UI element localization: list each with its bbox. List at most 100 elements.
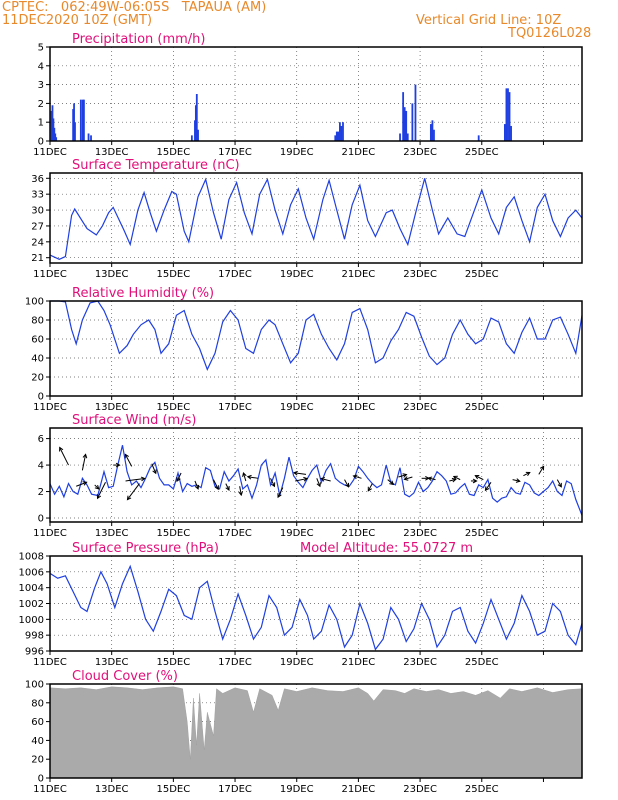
precip-bar — [334, 135, 337, 141]
y-tick-label: 3 — [38, 80, 44, 91]
y-tick-label: 100 — [25, 680, 44, 691]
wind-vector — [97, 482, 106, 499]
y-tick-label: 4 — [38, 61, 44, 72]
x-tick-label: 23DEC — [403, 402, 437, 413]
wind-vector-head — [225, 485, 230, 491]
x-tick-label: 17DEC — [218, 402, 252, 413]
y-tick-label: 1004 — [19, 583, 44, 594]
x-tick-label: 13DEC — [95, 147, 129, 158]
y-tick-label: 1 — [38, 118, 44, 129]
precip-bar — [90, 135, 92, 141]
press-subtitle: Model Altitude: 55.0727 m — [300, 541, 473, 556]
wind-title: Surface Wind (m/s) — [72, 413, 196, 428]
wind-vector-head — [320, 477, 326, 482]
wind-vector — [387, 479, 394, 485]
wind-vector — [404, 476, 413, 480]
precip-bar — [510, 125, 512, 141]
rh-title: Relative Humidity (%) — [72, 286, 214, 301]
y-tick-label: 21 — [31, 253, 44, 264]
wind-vector-head — [176, 476, 181, 482]
precip-bar — [53, 127, 56, 141]
wind-vector — [320, 478, 331, 482]
x-tick-label: 11DEC — [33, 657, 67, 668]
precip-bar — [340, 125, 343, 141]
x-tick-label: 17DEC — [218, 528, 252, 539]
x-tick-label: 25DEC — [465, 784, 499, 795]
y-tick-label: 0 — [38, 392, 44, 403]
precip-bar — [194, 120, 196, 141]
precip-title: Precipitation (mm/h) — [72, 32, 205, 47]
precip-bar — [335, 131, 338, 141]
wind-vector — [242, 472, 247, 482]
precip-bar — [342, 122, 344, 141]
wind-vector — [353, 475, 362, 479]
x-tick-label: 25DEC — [465, 269, 499, 280]
y-tick-label: 2 — [38, 99, 44, 110]
wind-vector — [239, 486, 242, 496]
y-tick-label: 2 — [38, 487, 44, 498]
wind-vector-head — [270, 482, 276, 488]
y-tick-label: 996 — [25, 647, 44, 658]
wind-vector — [475, 475, 484, 481]
x-tick-label: 25DEC — [465, 657, 499, 668]
y-tick-label: 1002 — [19, 599, 44, 610]
precip-bar — [477, 135, 480, 141]
x-tick-label: 13DEC — [95, 657, 129, 668]
x-tick-label: 17DEC — [218, 269, 252, 280]
y-tick-label: 60 — [31, 717, 44, 728]
wind-vector — [485, 481, 492, 491]
panel-frame — [49, 300, 583, 397]
y-tick-label: 36 — [31, 174, 44, 185]
wind-vector-head — [474, 474, 480, 480]
precip-bar — [81, 99, 84, 141]
wind-vector-head — [246, 474, 252, 480]
x-tick-label: 17DEC — [218, 784, 252, 795]
wind-vector — [293, 472, 307, 475]
wind-vector — [367, 483, 373, 492]
y-tick-label: 1006 — [19, 567, 44, 578]
wind-vector-head — [316, 482, 321, 488]
y-tick-label: 60 — [31, 335, 44, 346]
precip-bar — [339, 122, 341, 141]
x-tick-label: 19DEC — [280, 269, 314, 280]
wind-vector-head — [303, 476, 309, 482]
wind-vector-head — [472, 478, 478, 484]
x-tick-label: 23DEC — [403, 657, 437, 668]
panel-frame — [49, 683, 583, 779]
precip-bar — [429, 124, 432, 141]
precip-bar — [406, 133, 409, 141]
wind-vector-head — [452, 475, 458, 481]
x-tick-label: 19DEC — [280, 528, 314, 539]
x-tick-label: 15DEC — [156, 657, 190, 668]
precip-bar — [72, 109, 75, 141]
wind-vector-head — [352, 474, 358, 480]
precip-bar — [83, 99, 85, 141]
wind-vector-head — [94, 484, 100, 490]
y-tick-label: 6 — [38, 434, 44, 445]
precip-bar — [194, 105, 197, 141]
precip-bar — [195, 94, 198, 141]
y-tick-label: 80 — [31, 698, 44, 709]
y-tick-label: 20 — [31, 373, 44, 384]
x-tick-label: 21DEC — [342, 528, 376, 539]
wind-vector-head — [402, 473, 408, 478]
wind-vector-head — [525, 471, 531, 477]
wind-vector-head — [152, 469, 157, 475]
wind-vector — [247, 476, 259, 479]
precip-bar — [197, 129, 199, 141]
precip-bar — [411, 103, 414, 141]
precip-bar — [402, 92, 405, 141]
x-tick-label: 21DEC — [342, 784, 376, 795]
wind-vector — [556, 479, 562, 488]
precip-bar — [337, 131, 340, 141]
x-tick-label: 15DEC — [156, 269, 190, 280]
panel-frame — [49, 46, 583, 142]
wind-vector — [125, 478, 145, 482]
precip-bar — [74, 122, 76, 141]
wind-vector — [225, 483, 230, 491]
grid-note-header: Vertical Grid Line: 10Z — [416, 13, 562, 28]
wind-vector-head — [515, 478, 521, 483]
x-tick-label: 15DEC — [156, 402, 190, 413]
precip-bar — [55, 137, 58, 141]
wind-vector-head — [59, 446, 64, 452]
